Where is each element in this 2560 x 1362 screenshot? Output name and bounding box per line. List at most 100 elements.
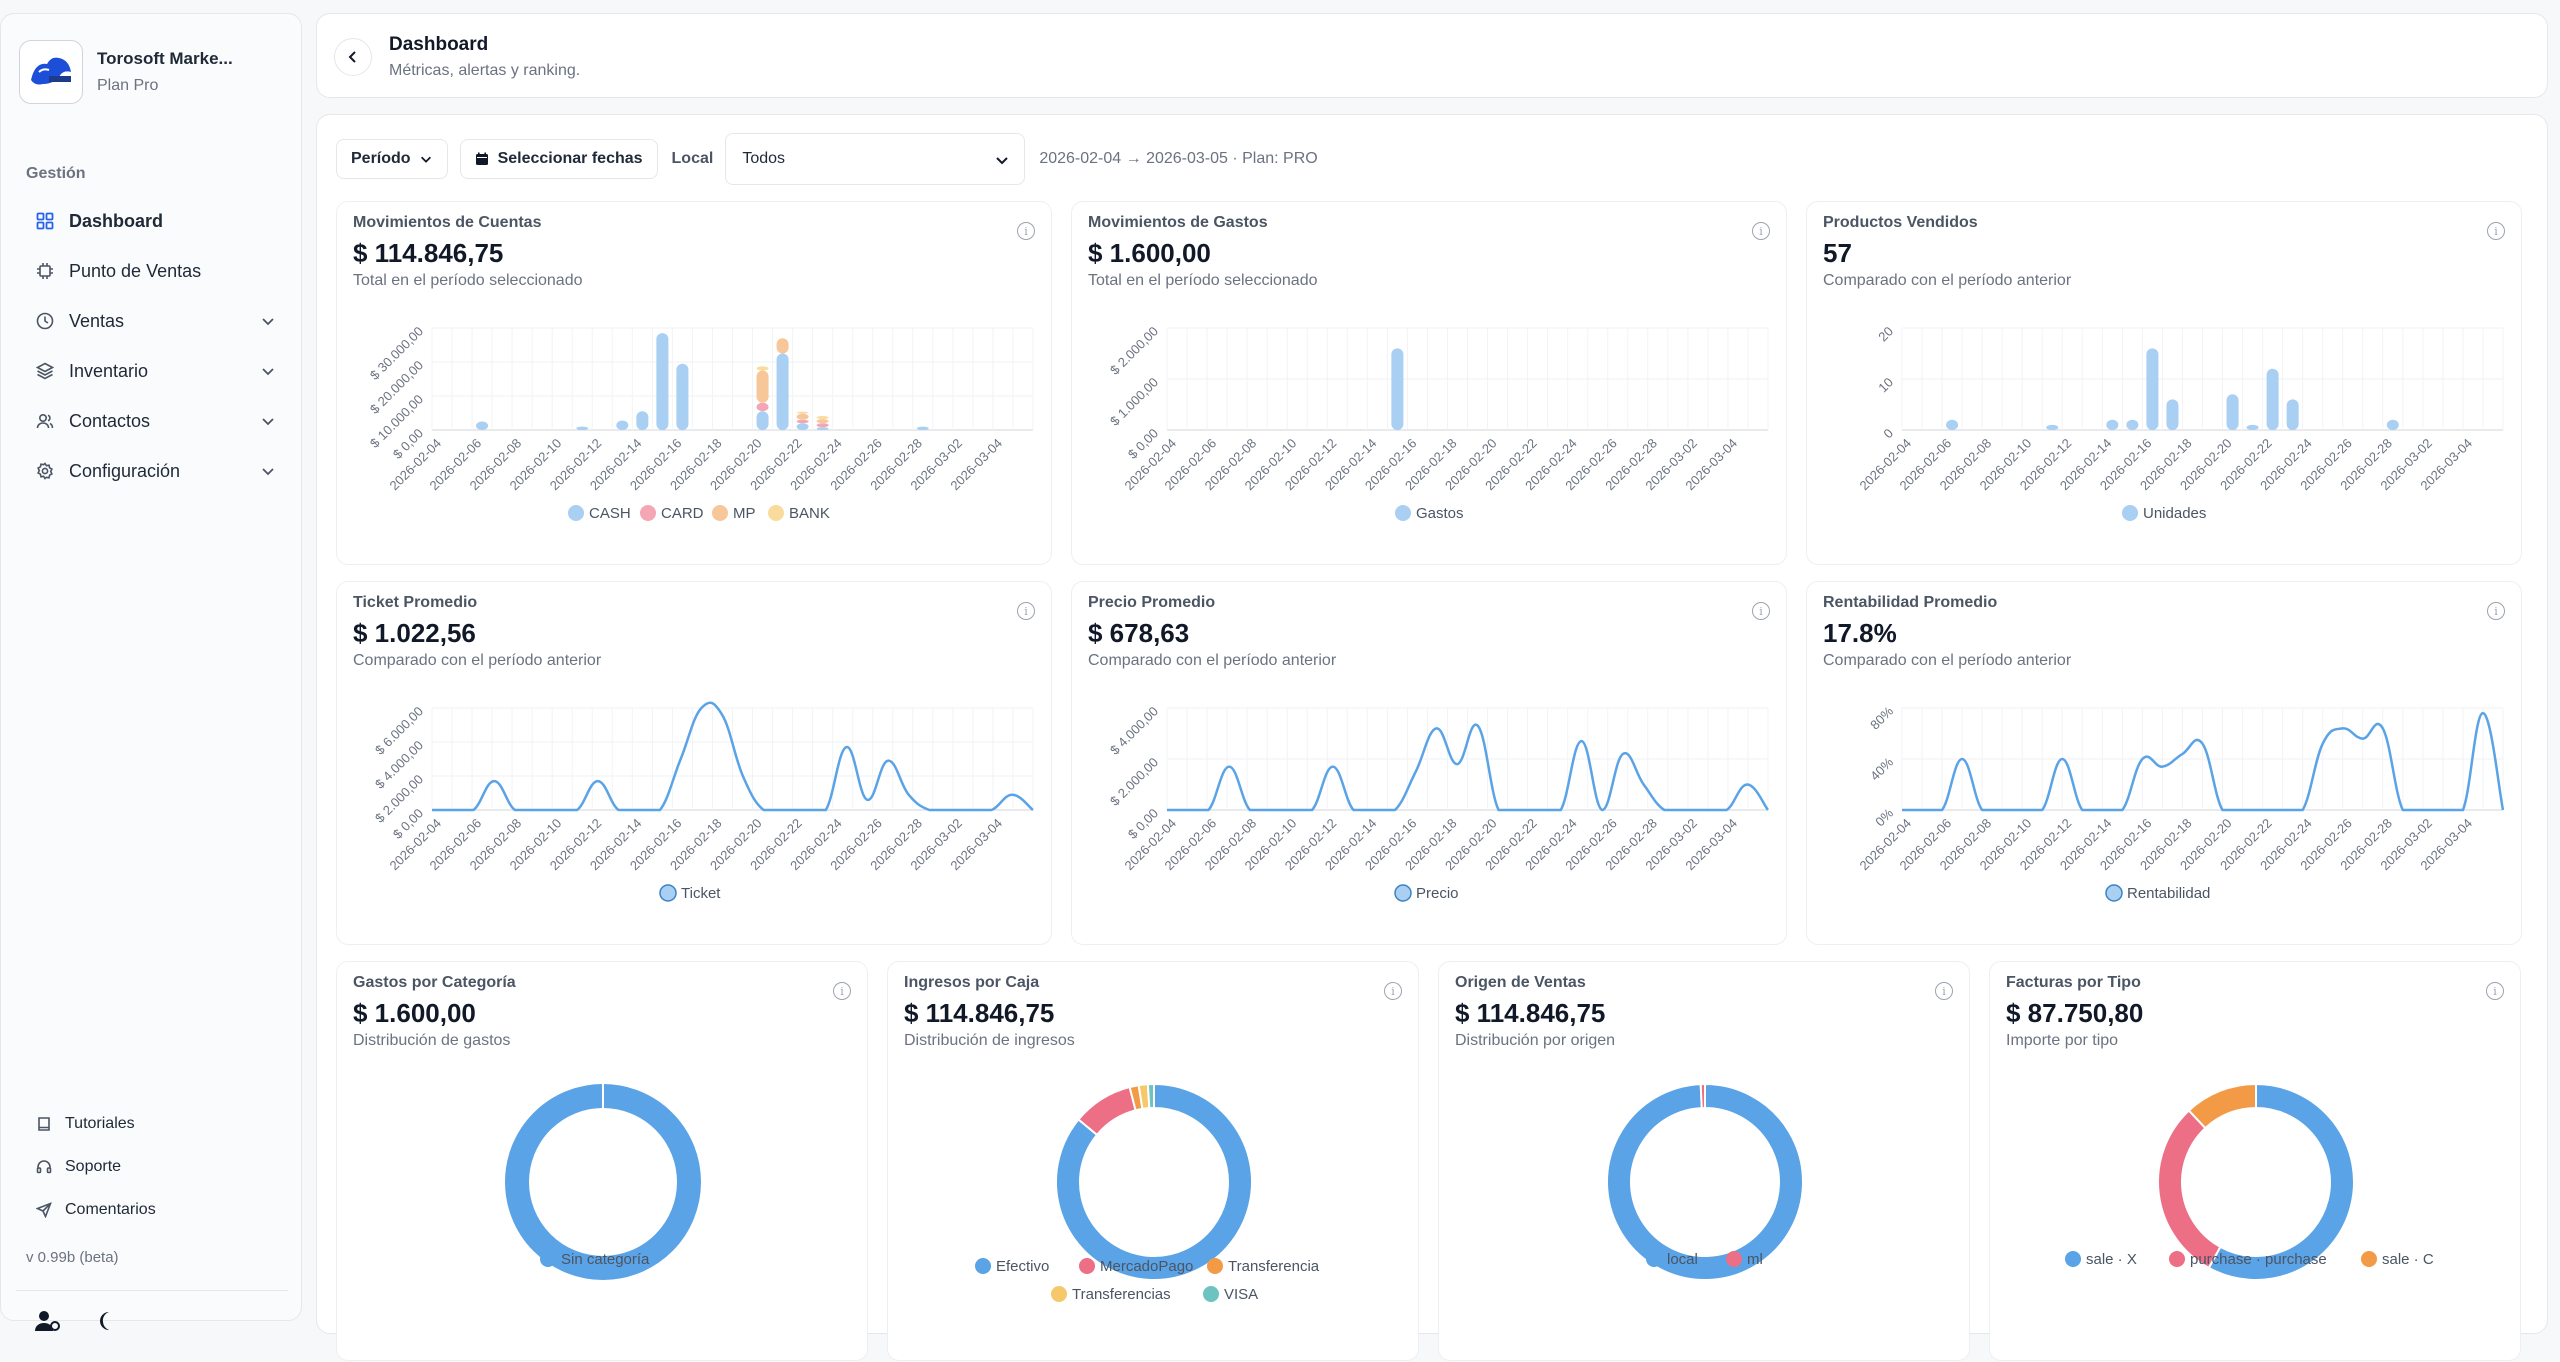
- chevron-down-icon[interactable]: [260, 363, 276, 379]
- chart-productos-vendidos: 010202026-02-042026-02-062026-02-082026-…: [1857, 324, 2504, 522]
- chevron-down-icon[interactable]: [260, 463, 276, 479]
- legend-item: VISA: [1203, 1286, 1258, 1303]
- bar-unidades: [1946, 419, 1959, 430]
- card-subtitle: Comparado con el período anterior: [1823, 272, 2072, 289]
- filter-toolbar: Período Seleccionar fechas Local Todos 2…: [336, 133, 1318, 185]
- chevron-down-icon[interactable]: [260, 313, 276, 329]
- bar-unidades: [2146, 348, 2159, 430]
- y-tick-label: 80%: [1867, 703, 1896, 732]
- send-icon: [35, 1201, 53, 1219]
- chart-rentabilidad-promedio: 0%40%80%2026-02-042026-02-062026-02-0820…: [1857, 703, 2505, 902]
- card-movimientos-cuentas: Movimientos de Cuentas $ 114.846,75 Tota…: [336, 201, 1052, 565]
- sidebar-item-dashboard[interactable]: Dashboard: [21, 196, 286, 246]
- legend-label: Efectivo: [996, 1258, 1049, 1275]
- legend-swatch: [2361, 1251, 2377, 1267]
- legend-swatch: [640, 505, 656, 521]
- sidebar-item-configuracion[interactable]: Configuración: [21, 446, 286, 496]
- bar-cash: [756, 411, 769, 430]
- period-dropdown[interactable]: Período: [336, 139, 448, 179]
- soporte-link[interactable]: Soporte: [21, 1145, 286, 1188]
- sidebar-item-label: Contactos: [69, 410, 151, 431]
- card-productos-vendidos: Productos Vendidos 57 Comparado con el p…: [1806, 201, 2522, 565]
- card-title: Precio Promedio: [1088, 594, 1216, 611]
- legend-swatch: [1394, 884, 1412, 902]
- legend-item: Unidades: [2122, 505, 2206, 522]
- brand[interactable]: Torosoft Marke... Plan Pro: [19, 40, 233, 104]
- card-title: Ingresos por Caja: [904, 974, 1040, 991]
- bar-cash: [656, 333, 669, 430]
- bar-unidades: [2106, 419, 2119, 430]
- card-value: $ 1.600,00: [353, 998, 476, 1028]
- legend-label: CASH: [589, 505, 631, 522]
- chart-movimientos-cuentas: $ 0,00$ 10.000,00$ 20.000,00$ 30.000,002…: [367, 324, 1034, 522]
- legend-label: purchase · purchase: [2190, 1251, 2327, 1268]
- card-subtitle: Importe por tipo: [2006, 1032, 2119, 1049]
- info-icon[interactable]: i: [1017, 222, 1035, 240]
- bar-bank: [796, 411, 809, 414]
- bar-bank: [756, 366, 769, 371]
- card-value: $ 114.846,75: [904, 998, 1055, 1028]
- info-icon[interactable]: i: [2486, 982, 2504, 1000]
- bar-mp: [796, 413, 809, 420]
- section-label: Gestión: [26, 165, 86, 182]
- legend-swatch: [768, 505, 784, 521]
- chevron-left-icon: [348, 51, 356, 63]
- bar-unidades: [2126, 419, 2139, 430]
- tutoriales-link[interactable]: Tutoriales: [21, 1102, 286, 1145]
- card-value: $ 1.600,00: [1088, 238, 1211, 268]
- footer-label: Tutoriales: [65, 1114, 135, 1132]
- info-icon[interactable]: i: [2487, 602, 2505, 620]
- info-icon[interactable]: i: [1935, 982, 1953, 1000]
- legend-item: Transferencia: [1207, 1258, 1320, 1275]
- footer-label: Soporte: [65, 1157, 122, 1175]
- legend-item: sale · X: [2065, 1251, 2137, 1268]
- legend-swatch: [1646, 1251, 1662, 1267]
- bar-card: [756, 402, 769, 412]
- back-button[interactable]: [334, 38, 372, 76]
- card-title: Productos Vendidos: [1823, 214, 1978, 231]
- legend-swatch: [568, 505, 584, 521]
- info-icon[interactable]: i: [1752, 602, 1770, 620]
- sidebar-item-label: Inventario: [69, 360, 149, 381]
- info-icon[interactable]: i: [1752, 222, 1770, 240]
- user-settings-icon[interactable]: [35, 1310, 61, 1332]
- info-icon[interactable]: i: [1017, 602, 1035, 620]
- legend-item: purchase · purchase: [2169, 1251, 2327, 1268]
- sidebar-item-punto-de-ventas[interactable]: Punto de Ventas: [21, 246, 286, 296]
- card-movimientos-gastos: Movimientos de Gastos $ 1.600,00 Total e…: [1071, 201, 1787, 565]
- info-icon[interactable]: i: [833, 982, 851, 1000]
- legend-swatch: [2065, 1251, 2081, 1267]
- card-title: Movimientos de Cuentas: [353, 214, 542, 231]
- sidebar-item-contactos[interactable]: Contactos: [21, 396, 286, 446]
- legend-label: ml: [1747, 1251, 1763, 1268]
- bar-unidades: [2046, 424, 2059, 430]
- comentarios-link[interactable]: Comentarios: [21, 1188, 286, 1231]
- bar-unidades: [2286, 399, 2299, 430]
- sidebar-item-ventas[interactable]: Ventas: [21, 296, 286, 346]
- select-dates-button[interactable]: Seleccionar fechas: [459, 139, 658, 179]
- info-icon[interactable]: i: [2487, 222, 2505, 240]
- bar-cash: [816, 427, 829, 430]
- local-select[interactable]: Todos: [725, 133, 1026, 185]
- legend-label: Sin categoría: [561, 1251, 650, 1268]
- calendar-icon: [475, 152, 488, 165]
- y-tick-label: $ 2.000,00: [1107, 755, 1161, 809]
- legend-swatch: [1051, 1286, 1067, 1302]
- sidebar-item-inventario[interactable]: Inventario: [21, 346, 286, 396]
- legend-label: Transferencias: [1072, 1286, 1171, 1303]
- moon-icon[interactable]: [95, 1310, 117, 1332]
- clock-icon: [35, 311, 55, 331]
- card-value: $ 87.750,80: [2006, 998, 2144, 1028]
- chart-gastos-por-categoria: Sin categoría: [505, 1084, 701, 1280]
- info-icon[interactable]: i: [1384, 982, 1402, 1000]
- bar-mp: [776, 338, 789, 354]
- legend-item: Transferencias: [1051, 1286, 1171, 1303]
- select-dates-label: Seleccionar fechas: [497, 150, 643, 167]
- bar-bank: [816, 416, 829, 420]
- chevron-down-icon[interactable]: [260, 413, 276, 429]
- legend-label: VISA: [1224, 1286, 1258, 1303]
- legend-swatch: [1395, 505, 1411, 521]
- legend-label: MercadoPago: [1100, 1258, 1193, 1275]
- legend-item: Rentabilidad: [2105, 884, 2210, 902]
- legend-label: Rentabilidad: [2127, 885, 2210, 902]
